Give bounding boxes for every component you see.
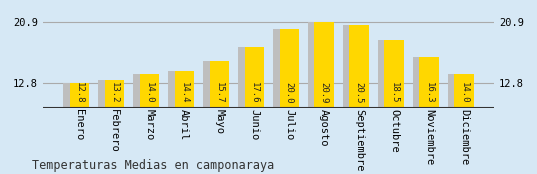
Bar	[448, 74, 467, 174]
Bar	[204, 63, 222, 174]
Bar	[98, 82, 118, 174]
Bar	[384, 40, 404, 174]
Text: Temperaturas Medias en camponaraya: Temperaturas Medias en camponaraya	[32, 159, 274, 172]
Bar	[244, 47, 264, 174]
Text: 16.3: 16.3	[424, 82, 433, 103]
Text: 14.4: 14.4	[180, 82, 188, 103]
Bar	[419, 57, 439, 174]
Bar	[175, 71, 194, 174]
Bar	[63, 85, 83, 174]
Bar	[238, 47, 257, 174]
Text: 20.9: 20.9	[320, 82, 329, 103]
Text: 18.5: 18.5	[389, 82, 398, 103]
Bar	[204, 61, 222, 174]
Bar	[238, 49, 257, 174]
Bar	[63, 83, 83, 174]
Bar	[98, 80, 118, 174]
Bar	[413, 57, 432, 174]
Text: 17.6: 17.6	[250, 82, 259, 103]
Bar	[350, 25, 369, 174]
Bar	[133, 74, 153, 174]
Text: 13.2: 13.2	[110, 82, 119, 103]
Bar	[448, 76, 467, 174]
Text: 12.8: 12.8	[75, 82, 84, 103]
Bar	[454, 74, 474, 174]
Bar	[308, 22, 328, 174]
Bar	[315, 22, 333, 174]
Bar	[378, 42, 397, 174]
Bar	[343, 27, 362, 174]
Bar	[70, 83, 89, 174]
Text: 14.0: 14.0	[460, 82, 468, 103]
Bar	[133, 76, 153, 174]
Bar	[343, 25, 362, 174]
Bar	[168, 73, 187, 174]
Bar	[308, 24, 328, 174]
Bar	[413, 58, 432, 174]
Bar	[280, 29, 299, 174]
Text: 14.0: 14.0	[145, 82, 154, 103]
Text: 20.5: 20.5	[354, 82, 364, 103]
Bar	[168, 71, 187, 174]
Bar	[140, 74, 159, 174]
Bar	[378, 40, 397, 174]
Bar	[105, 80, 124, 174]
Bar	[273, 29, 293, 174]
Text: 20.0: 20.0	[285, 82, 294, 103]
Bar	[273, 31, 293, 174]
Text: 15.7: 15.7	[215, 82, 224, 103]
Bar	[209, 61, 229, 174]
